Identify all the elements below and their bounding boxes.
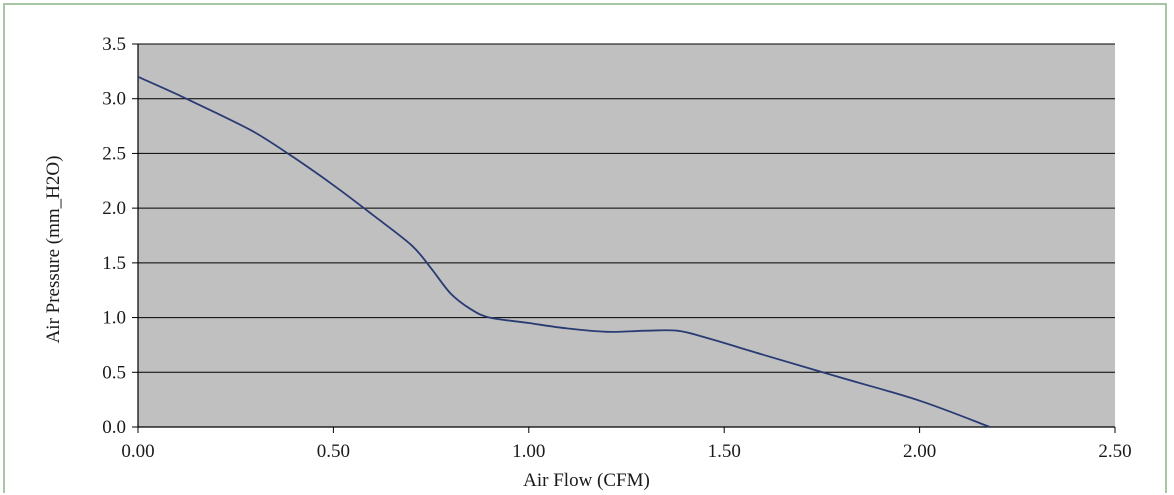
y-tick-label: 3.5 [102, 34, 126, 55]
gridlines [132, 43, 1116, 433]
axes [137, 44, 1115, 428]
y-tick-label: 2.0 [102, 198, 126, 219]
x-tick-label: 0.00 [121, 441, 154, 462]
series-layer [137, 75, 991, 428]
x-tick-label: 0.50 [317, 441, 350, 462]
x-tick-label: 2.00 [903, 441, 936, 462]
y-tick-labels: 0.0 0.5 1.0 1.5 2.0 2.5 3.0 3.5 [102, 34, 126, 438]
y-tick-label: 0.5 [102, 362, 126, 383]
y-tick-label: 0.0 [102, 417, 126, 438]
y-tick-label: 2.5 [102, 143, 126, 164]
y-tick-label: 1.0 [102, 308, 126, 329]
y-axis-title: Air Pressure (mm_H2O) [43, 156, 64, 344]
y-tick-label: 3.0 [102, 89, 126, 110]
plot-area [138, 44, 1115, 427]
x-tick-label: 2.50 [1098, 441, 1131, 462]
x-tick-label: 1.00 [512, 441, 545, 462]
x-tick-labels: 0.00 0.50 1.00 1.50 2.00 2.50 [121, 441, 1131, 462]
chart-svg: 0.0 0.5 1.0 1.5 2.0 2.5 3.0 3.5 0.00 0.50 1.00 1.5… [43, 34, 1132, 491]
series-line-0 [137, 75, 991, 428]
chart-frame: 0.0 0.5 1.0 1.5 2.0 2.5 3.0 3.5 0.00 0.50 1.00 1.5… [3, 3, 1167, 493]
y-tick-label: 1.5 [102, 253, 126, 274]
x-axis-title: Air Flow (CFM) [523, 470, 650, 491]
x-tick-label: 1.50 [708, 441, 741, 462]
